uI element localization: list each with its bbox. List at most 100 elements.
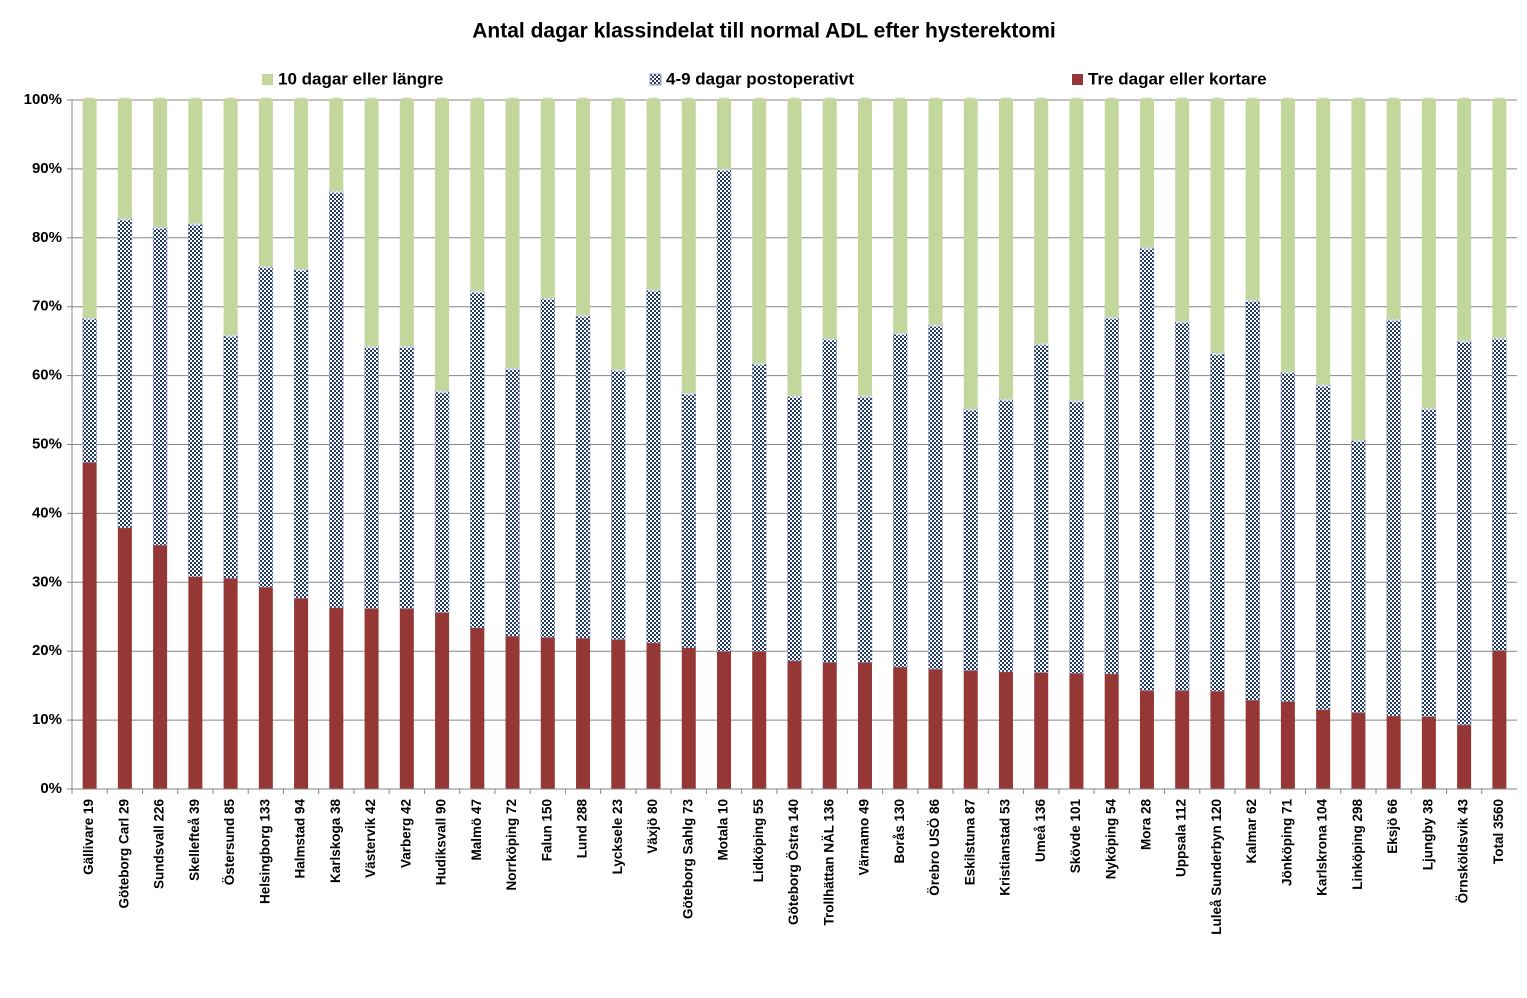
y-tick-label: 40% bbox=[32, 504, 62, 521]
bar-segment bbox=[82, 462, 97, 789]
bar-cap bbox=[540, 97, 555, 103]
x-tick-label: Halmstad 94 bbox=[293, 799, 308, 879]
bar-segment bbox=[822, 338, 837, 663]
bar-segment bbox=[1245, 100, 1260, 300]
bar-segment bbox=[928, 324, 943, 670]
bar-cap bbox=[1421, 97, 1436, 103]
bar-cap bbox=[1069, 97, 1084, 103]
bar-segment bbox=[434, 390, 450, 613]
bar-cap bbox=[1104, 97, 1119, 103]
bar-segment bbox=[540, 297, 556, 638]
bar-segment bbox=[1104, 316, 1119, 675]
x-tick-label: Varberg 42 bbox=[398, 799, 413, 868]
bar-segment bbox=[1316, 100, 1331, 385]
bar-segment bbox=[399, 345, 415, 609]
bar-segment bbox=[893, 100, 908, 333]
bar-segment bbox=[893, 667, 908, 789]
x-tick-label: Skövde 101 bbox=[1068, 799, 1083, 874]
bar-segment bbox=[82, 317, 97, 463]
x-tick-label: Hudiksvall 90 bbox=[434, 799, 449, 885]
legend-label: 10 dagar eller längre bbox=[278, 69, 443, 88]
bar-cap bbox=[611, 97, 626, 103]
bar-cap bbox=[681, 97, 696, 103]
x-tick-label: Karlskoga 38 bbox=[328, 799, 343, 884]
bar-cap bbox=[153, 97, 168, 103]
bar-cap bbox=[1139, 97, 1154, 103]
x-tick-label: Falun 150 bbox=[539, 799, 554, 861]
bar-cap bbox=[928, 97, 943, 103]
bar-segment bbox=[1069, 100, 1084, 401]
x-tick-label: Eskilstuna 87 bbox=[962, 799, 977, 885]
bar-segment bbox=[294, 598, 309, 789]
bar-segment bbox=[1210, 100, 1225, 353]
x-tick-label: Karlskrona 104 bbox=[1315, 799, 1330, 896]
y-tick-label: 0% bbox=[40, 780, 62, 797]
x-tick-label: Eksjö 66 bbox=[1385, 799, 1400, 854]
x-tick-label: Luleå Sunderbyn 120 bbox=[1209, 799, 1224, 935]
y-tick-label: 10% bbox=[32, 711, 62, 728]
bar-cap bbox=[717, 97, 732, 103]
bar-segment bbox=[1421, 407, 1437, 717]
bar-segment bbox=[188, 576, 203, 789]
bar-cap bbox=[329, 97, 344, 103]
bar-segment bbox=[1280, 371, 1296, 702]
bar-segment bbox=[1280, 100, 1295, 372]
bar-cap bbox=[787, 97, 802, 103]
y-tick-label: 20% bbox=[32, 642, 62, 659]
bar-segment bbox=[1210, 691, 1225, 789]
bar-segment bbox=[576, 638, 591, 789]
bar-cap bbox=[294, 97, 309, 103]
x-tick-label: Örnsköldsvik 43 bbox=[1456, 799, 1471, 904]
bar-segment bbox=[1386, 715, 1401, 789]
bar-segment bbox=[117, 100, 132, 219]
bar-segment bbox=[752, 651, 767, 789]
y-tick-label: 60% bbox=[32, 367, 62, 384]
legend-swatch bbox=[649, 73, 662, 86]
bar-segment bbox=[787, 100, 802, 396]
y-tick-label: 80% bbox=[32, 229, 62, 246]
y-tick-label: 50% bbox=[32, 435, 62, 452]
bar-segment bbox=[223, 100, 238, 335]
y-tick-label: 90% bbox=[32, 160, 62, 177]
x-tick-label: Uppsala 112 bbox=[1174, 799, 1189, 877]
bar-segment bbox=[153, 545, 168, 789]
bar-cap bbox=[1245, 97, 1260, 103]
bar-segment bbox=[611, 639, 626, 789]
bar-segment bbox=[681, 647, 696, 789]
bar-segment bbox=[1104, 100, 1119, 318]
bar-cap bbox=[258, 97, 273, 103]
bar-segment bbox=[1421, 100, 1436, 408]
x-tick-label: Mora 28 bbox=[1139, 799, 1154, 851]
legend-swatch bbox=[1072, 74, 1083, 85]
bar-segment bbox=[329, 607, 344, 789]
bar-segment bbox=[188, 100, 203, 224]
bar-segment bbox=[963, 408, 978, 671]
bar-segment bbox=[1104, 673, 1119, 789]
bar-segment bbox=[1069, 673, 1084, 789]
bar-segment bbox=[470, 290, 485, 629]
bar-segment bbox=[681, 392, 697, 649]
bar-segment bbox=[963, 670, 978, 789]
bar-segment bbox=[681, 100, 696, 393]
x-tick-label: Kalmar 62 bbox=[1244, 799, 1259, 864]
bar-segment bbox=[717, 100, 732, 169]
bar-segment bbox=[435, 100, 450, 391]
bar-segment bbox=[82, 100, 97, 318]
x-tick-label: Göteborg Carl 29 bbox=[116, 799, 131, 909]
bar-segment bbox=[1034, 672, 1049, 789]
x-tick-label: Malmö 47 bbox=[469, 799, 484, 861]
bar-segment bbox=[1174, 320, 1190, 691]
x-tick-label: Ljungby 38 bbox=[1420, 799, 1435, 871]
bar-segment bbox=[716, 168, 732, 652]
bar-cap bbox=[576, 97, 591, 103]
x-tick-label: Nyköping 54 bbox=[1103, 799, 1118, 880]
bar-segment bbox=[857, 100, 872, 396]
bar-segment bbox=[963, 100, 978, 409]
bar-cap bbox=[470, 97, 485, 103]
bar-segment bbox=[576, 100, 591, 315]
bar-segment bbox=[928, 669, 943, 789]
bar-cap bbox=[82, 97, 97, 103]
bar-segment bbox=[822, 662, 837, 789]
bar-segment bbox=[364, 608, 379, 789]
bar-segment bbox=[1351, 712, 1366, 789]
